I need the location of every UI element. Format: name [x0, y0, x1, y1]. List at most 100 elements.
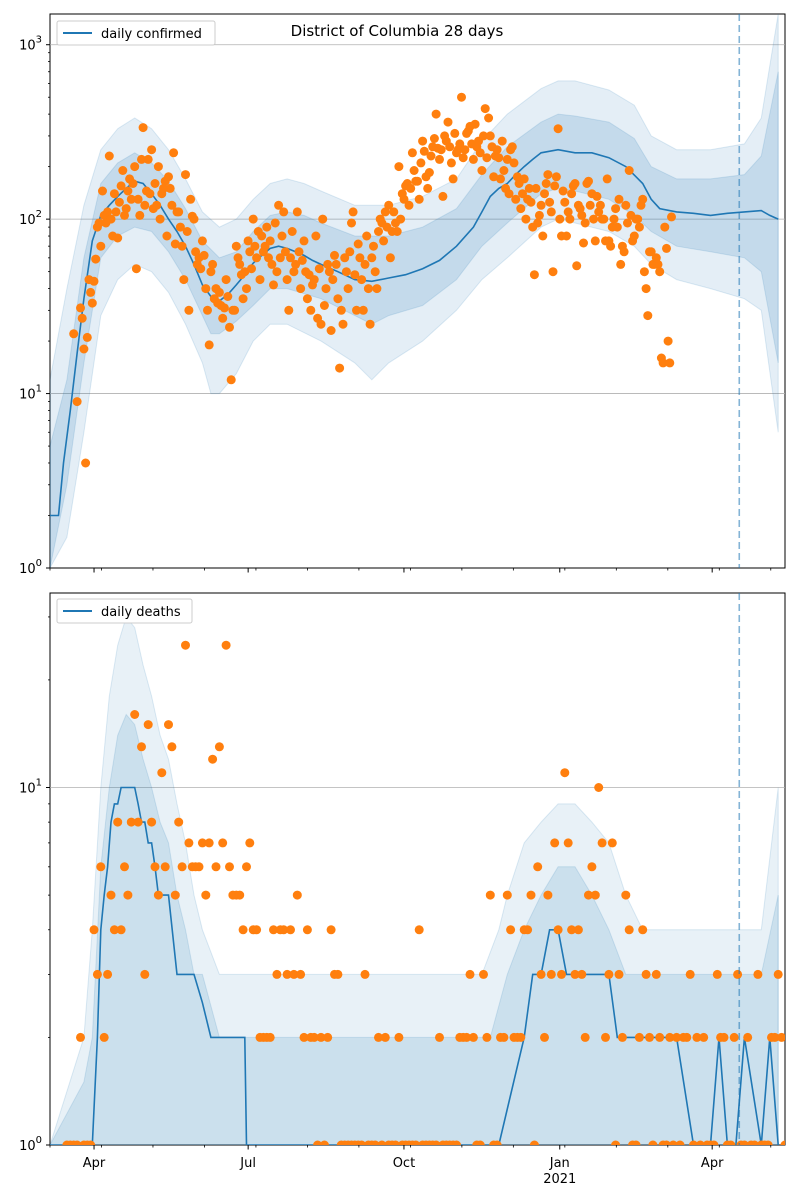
top-point	[199, 250, 209, 260]
bottom-point	[750, 1140, 759, 1145]
top-point	[435, 154, 444, 164]
bottom-point	[570, 969, 580, 979]
bottom-point	[529, 1140, 539, 1145]
bottom-point	[157, 768, 167, 778]
bottom-point	[374, 1032, 383, 1042]
bottom-point	[699, 1032, 709, 1042]
bottom-point	[672, 1032, 682, 1042]
bottom-point	[553, 925, 563, 935]
bottom-point	[536, 969, 546, 979]
bottom-point	[580, 1032, 590, 1042]
top-point	[653, 259, 663, 269]
bottom-point	[269, 925, 278, 935]
bottom-point	[170, 890, 180, 900]
top-point	[128, 179, 138, 188]
top-point	[133, 194, 143, 204]
top-point	[477, 166, 487, 175]
bottom-point	[607, 838, 617, 848]
top-point	[548, 267, 558, 277]
bottom-point	[587, 862, 597, 872]
top-point	[468, 154, 478, 164]
top-point	[358, 305, 368, 315]
bottom-point	[103, 969, 113, 979]
top-point	[311, 231, 321, 241]
top-point	[145, 189, 155, 199]
top-point	[116, 181, 126, 191]
bottom-point	[573, 925, 583, 935]
top-point	[572, 261, 582, 271]
bottom-point	[485, 890, 495, 900]
top-point	[86, 287, 96, 297]
top-point	[414, 194, 424, 204]
top-point	[509, 158, 519, 168]
bottom-point	[506, 925, 516, 935]
top-point	[602, 174, 612, 184]
bottom-point	[184, 838, 194, 848]
top-point	[231, 241, 241, 251]
top-y-tick-label: 103	[19, 35, 42, 54]
bottom-point	[279, 925, 289, 935]
top-point	[164, 172, 173, 182]
top-point	[270, 218, 280, 228]
top-point	[529, 270, 539, 280]
top-point	[286, 253, 295, 263]
bottom-point	[370, 1140, 380, 1145]
bottom-point	[174, 817, 184, 827]
bottom-point	[123, 890, 133, 900]
top-point	[507, 142, 517, 152]
bottom-point	[540, 1032, 549, 1042]
top-point	[121, 204, 131, 214]
bottom-point	[641, 969, 651, 979]
bottom-point	[313, 1140, 323, 1145]
bottom-point	[645, 1032, 654, 1042]
top-point	[89, 276, 99, 286]
bottom-point	[309, 1032, 319, 1042]
top-point	[153, 162, 163, 172]
top-point	[662, 243, 671, 253]
bottom-point	[648, 1140, 658, 1145]
top-point	[633, 214, 643, 224]
top-point	[480, 104, 490, 114]
bottom-plot-area	[49, 592, 786, 1146]
bottom-point	[479, 969, 488, 979]
bottom-point	[523, 925, 533, 935]
top-point	[143, 154, 153, 164]
top-point	[248, 214, 258, 224]
bottom-point	[601, 1032, 610, 1042]
bottom-point	[526, 890, 536, 900]
bottom-point	[499, 1032, 509, 1042]
top-y-axis: 100 101 102 103	[19, 35, 50, 577]
bottom-point	[109, 925, 119, 935]
top-point	[235, 259, 245, 269]
top-point	[455, 139, 465, 149]
bottom-point	[181, 640, 190, 650]
top-point	[118, 166, 128, 175]
top-point	[551, 172, 561, 182]
top-point	[113, 233, 123, 243]
bottom-point	[770, 1032, 780, 1042]
bottom-point	[265, 1032, 275, 1042]
top-point	[663, 336, 673, 346]
top-point	[362, 231, 372, 241]
bottom-point	[323, 1032, 333, 1042]
top-point	[289, 267, 299, 277]
top-point	[167, 200, 177, 210]
bottom-legend-label: daily deaths	[101, 605, 181, 620]
bottom-point	[611, 1140, 621, 1145]
top-point	[226, 375, 236, 385]
bottom-point	[655, 1032, 665, 1042]
bottom-point	[130, 710, 140, 719]
top-point	[76, 303, 85, 313]
top-point	[496, 174, 505, 184]
top-point	[389, 207, 399, 217]
bottom-point	[621, 890, 631, 900]
top-point	[531, 183, 541, 193]
bottom-point	[665, 1032, 675, 1042]
top-point	[330, 250, 339, 260]
bottom-point	[357, 1140, 367, 1145]
top-point	[274, 200, 284, 210]
top-point	[504, 189, 514, 199]
bottom-point	[252, 925, 262, 935]
